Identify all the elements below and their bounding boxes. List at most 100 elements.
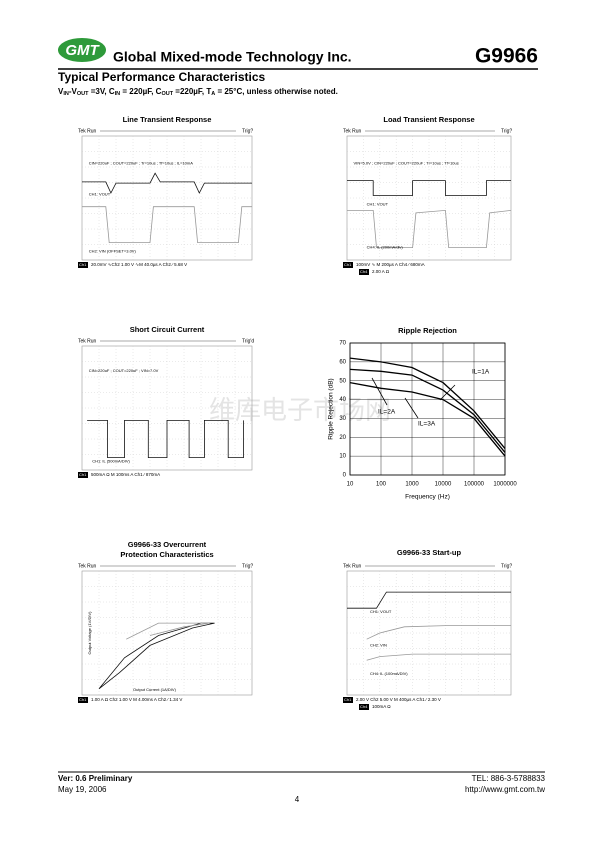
- y-axis-label: Ripple Rejection (dB): [328, 378, 335, 439]
- scope-trig: Trig?: [242, 563, 253, 569]
- status-box: [78, 262, 88, 268]
- label-arrow: [371, 377, 388, 406]
- telephone: TEL: 886-3-5788833: [472, 774, 546, 783]
- status-text: 100mA Ω: [372, 704, 391, 709]
- subscript: IN: [115, 91, 121, 97]
- scope-trace: [82, 172, 252, 194]
- status-box: [78, 472, 88, 478]
- subscript: OUT: [77, 91, 89, 97]
- x-tick-label: 1000000: [493, 482, 517, 488]
- plot-frame: [349, 342, 506, 476]
- status-channel: Ch4: [360, 704, 368, 709]
- figure-title: G9966-33 Start-up: [397, 548, 462, 557]
- series-label: IL=1A: [472, 369, 490, 376]
- scope-label: CH1: IL (500mA/DIV): [92, 458, 130, 463]
- status-box: [359, 269, 369, 275]
- scope-trig: Trig?: [242, 128, 253, 134]
- scope-label: CH2: VIN: [370, 642, 387, 647]
- chart-title: Ripple Rejection: [398, 326, 457, 335]
- conditions: VIN-VOUT =3V, CIN = 220µF, COUT =220µF, …: [58, 87, 338, 97]
- scope-label: Output Current (1A/DIV): [133, 687, 177, 692]
- scope-label: CIN=220uF ; COUT=220uF ; VIN=7.0V: [89, 368, 159, 373]
- condition-text: = 220µF, C: [120, 87, 162, 96]
- scope-label: CH1: VOUT: [370, 609, 392, 614]
- figure-title: Protection Characteristics: [120, 550, 213, 559]
- subscript: A: [211, 91, 215, 97]
- condition-text: -V: [69, 87, 78, 96]
- subscript: IN: [63, 91, 69, 97]
- logo-text: GMT: [65, 42, 100, 59]
- status-text: 2.00 V Ch2 5.00 V M 400µs A Ch1 ⁄ 2.30 V: [356, 697, 441, 702]
- status-box: [343, 262, 353, 268]
- watermark: 维库电子市场网: [209, 396, 391, 426]
- x-axis-label: Frequency (Hz): [405, 494, 450, 501]
- data-line: [349, 381, 506, 457]
- scope-label: CH4: IL (100mA/DIV): [370, 671, 408, 676]
- scope-label: CH2: VIN (OFFSET=3.0V): [89, 248, 137, 253]
- status-text: 100mV ∿ M 200µs A Ch4 ⁄ 680mA: [356, 262, 425, 267]
- scope-trig: Trig'd: [242, 338, 254, 344]
- series-label: IL=2A: [378, 409, 396, 416]
- scope-run: Tek Run: [78, 128, 97, 134]
- company-name: Global Mixed-mode Technology Inc.: [113, 49, 352, 65]
- label-arrow: [404, 397, 419, 419]
- scope-label: VIN=5.0V ; CIN=220uF ; COUT=220uF ; Tr=1…: [354, 160, 459, 165]
- scope-run: Tek Run: [78, 563, 97, 569]
- status-channel: Ch4: [360, 269, 368, 274]
- figure-title: Load Transient Response: [383, 115, 474, 124]
- subscript: OUT: [161, 91, 173, 97]
- scope-label: Output Voltage (1V/DIV): [87, 611, 92, 655]
- scope-label: CH4: IL (200mA/div): [367, 245, 404, 250]
- status-text: 500mA Ω M 100ms A Ch1 ⁄ 870mA: [91, 472, 160, 477]
- status-text: 20.0mV ∿Ch2 1.00 V ∿M 40.0µs A Ch2 ⁄ 5.6…: [91, 262, 187, 267]
- condition-text: = 25°C, unless otherwise noted.: [215, 87, 338, 96]
- condition-text: =220µF, T: [173, 87, 211, 96]
- figure-title: Short Circuit Current: [130, 325, 205, 334]
- scope-trace: [126, 622, 210, 640]
- y-tick-label: 70: [339, 341, 346, 347]
- logo-mark: [58, 38, 106, 62]
- section-title: Typical Performance Characteristics: [58, 70, 266, 84]
- website: http://www.gmt.com.tw: [465, 785, 545, 794]
- scope-label: CIN=220uF ; COUT=220uF ; Tr=10us ; Tf=10…: [89, 160, 193, 165]
- status-text: 1.00 A Ω Ch2 1.00 V M 4.00ms A Ch2 ⁄ 1.3…: [91, 697, 182, 702]
- status-box: [343, 697, 353, 703]
- status-box: [359, 704, 369, 710]
- y-tick-label: 50: [339, 378, 346, 384]
- page-number: 4: [295, 795, 300, 804]
- scope-trig: Trig?: [501, 128, 512, 134]
- x-tick-label: 1000: [405, 482, 419, 488]
- status-channel: Ch1: [79, 697, 87, 702]
- scope-trace: [98, 622, 215, 690]
- y-tick-label: 0: [343, 473, 347, 479]
- x-tick-label: 10: [347, 482, 354, 488]
- condition-text: =3V, C: [88, 87, 114, 96]
- y-tick-label: 40: [339, 397, 346, 403]
- status-channel: Ch1: [344, 697, 352, 702]
- scope-trace: [366, 625, 511, 640]
- status-channel: Ch1: [79, 262, 87, 267]
- y-tick-label: 30: [339, 416, 346, 422]
- y-tick-label: 60: [339, 359, 346, 365]
- status-text: 2.00 A Ω: [372, 269, 390, 274]
- x-tick-label: 100000: [464, 482, 485, 488]
- data-line: [349, 357, 506, 450]
- scope-run: Tek Run: [78, 338, 97, 344]
- condition-text: V: [58, 87, 64, 96]
- y-tick-label: 20: [339, 435, 346, 441]
- version: Ver: 0.6 Preliminary: [58, 774, 133, 783]
- x-tick-label: 10000: [435, 482, 452, 488]
- scope-trace: [366, 653, 511, 661]
- scope-trace: [347, 180, 511, 196]
- status-channel: Ch1: [344, 262, 352, 267]
- x-tick-label: 100: [376, 482, 387, 488]
- scope-label: CH1: VOUT: [367, 201, 389, 206]
- status-channel: Ch1: [79, 472, 87, 477]
- scope-trig: Trig?: [501, 563, 512, 569]
- scope-trace: [347, 209, 512, 248]
- figure-title: Line Transient Response: [123, 115, 212, 124]
- scope-trace: [347, 591, 511, 609]
- date: May 19, 2006: [58, 785, 107, 794]
- label-arrow: [439, 384, 456, 401]
